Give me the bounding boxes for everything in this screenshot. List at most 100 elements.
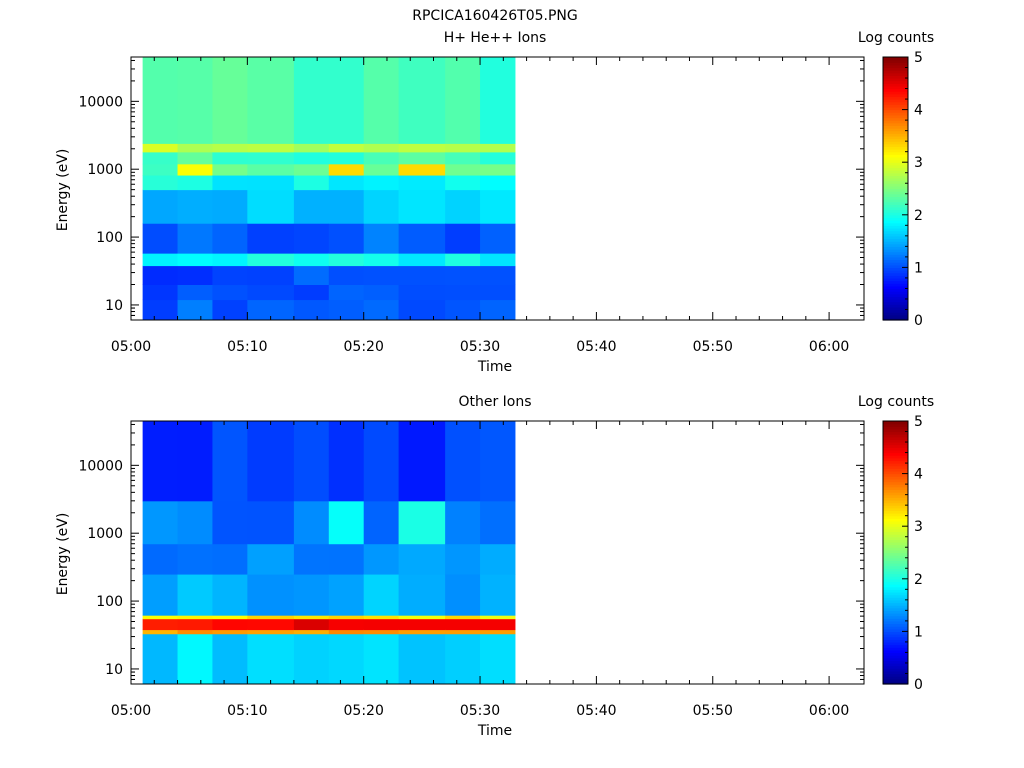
colorbar-segment — [883, 251, 908, 255]
colorbar-segment — [883, 301, 908, 305]
colorbar-segment — [883, 83, 908, 87]
colorbar-segment — [883, 188, 908, 192]
colorbar-segment — [883, 620, 908, 625]
colorbar-segment — [883, 636, 908, 640]
heatmap-cells — [142, 421, 516, 685]
heatmap-cell — [177, 143, 213, 153]
heatmap-cell — [142, 421, 179, 502]
heatmap-cell — [212, 175, 248, 191]
heatmap-cell — [142, 175, 179, 191]
heatmap-cell — [212, 189, 248, 224]
panel-h-he: H+ He++ Ions Log counts Time Energy (eV)… — [55, 30, 934, 375]
colorbar-segment — [883, 164, 908, 169]
heatmap-cell — [398, 543, 446, 575]
heatmap-cell — [142, 543, 179, 575]
colorbar-segment — [883, 547, 908, 551]
heatmap-cell — [363, 175, 400, 191]
colorbar-segment — [883, 141, 908, 145]
colorbar-segment — [883, 172, 908, 176]
colorbar-segment — [883, 128, 908, 132]
panel-title: Other Ions — [458, 394, 531, 410]
colorbar-segment — [883, 431, 908, 435]
colorbar-segment — [883, 191, 908, 195]
heatmap-cell — [363, 574, 400, 616]
heatmap-cell — [328, 163, 365, 176]
heatmap-cell — [247, 265, 295, 286]
heatmap-cell — [398, 618, 446, 631]
heatmap-cell — [247, 284, 295, 301]
colorbar-segment — [883, 64, 908, 69]
colorbar-segment — [883, 209, 908, 213]
colorbar-segment — [883, 275, 908, 279]
heatmap-cell — [445, 163, 481, 176]
x-tick-label: 05:40 — [576, 703, 616, 719]
heatmap-cell — [328, 299, 365, 321]
colorbar-segment — [883, 159, 908, 163]
heatmap-cell — [363, 143, 400, 153]
heatmap-cell — [445, 500, 481, 545]
colorbar-segment — [883, 199, 908, 203]
colorbar-segment — [883, 426, 908, 430]
colorbar-segment — [883, 599, 908, 604]
heatmap-cell — [212, 57, 248, 144]
colorbar-segment — [883, 91, 908, 95]
colorbar-tick-label: 0 — [914, 677, 923, 693]
colorbar-segment — [883, 309, 908, 313]
colorbar-segment — [883, 227, 908, 232]
heatmap-cell — [212, 615, 248, 620]
colorbar-segment — [883, 605, 908, 609]
heatmap-cell — [142, 615, 179, 620]
heatmap-cell — [363, 57, 400, 144]
heatmap-cell — [247, 615, 295, 620]
colorbar-segment — [883, 555, 908, 559]
colorbar-segment — [883, 201, 908, 205]
heatmap-cell — [142, 143, 179, 153]
colorbar-segment — [883, 463, 908, 467]
colorbar-segment — [883, 235, 908, 240]
colorbar-segment — [883, 304, 908, 308]
colorbar-segment — [883, 162, 908, 166]
heatmap-cell — [445, 421, 481, 502]
colorbar-segment — [883, 72, 908, 77]
colorbar-segment — [883, 557, 908, 561]
colorbar-segment — [883, 649, 908, 654]
colorbar-tick-label: 5 — [914, 50, 923, 66]
colorbar-frame — [882, 56, 909, 321]
colorbar-segment — [883, 612, 908, 617]
heatmap-cell — [398, 574, 446, 616]
colorbar-segment — [883, 670, 908, 675]
heatmap-cell — [328, 421, 365, 502]
colorbar-segment — [883, 665, 908, 669]
heatmap-cell — [142, 189, 179, 224]
figure-title: RPCICA160426T05.PNG — [412, 8, 577, 24]
y-tick-label: 10000 — [78, 458, 123, 474]
colorbar-segment — [883, 154, 908, 158]
heatmap-cell — [445, 299, 481, 321]
colorbar-segment — [883, 272, 908, 276]
colorbar-segment — [883, 133, 908, 137]
y-tick-label: 10 — [105, 662, 123, 678]
colorbar-segment — [883, 233, 908, 237]
colorbar-segment — [883, 222, 908, 226]
heatmap-cell — [480, 574, 516, 616]
colorbar-segment — [883, 673, 908, 677]
heatmap-cell — [445, 284, 481, 301]
colorbar-segment — [883, 206, 908, 211]
colorbar-segment — [883, 628, 908, 632]
colorbar-segment — [883, 573, 908, 577]
colorbar-segment — [883, 581, 908, 585]
colorbar-label: Log counts — [858, 30, 934, 46]
colorbar-segment — [883, 452, 908, 456]
heatmap-cell — [480, 265, 516, 286]
x-tick-label: 05:10 — [227, 339, 267, 355]
colorbar-segment — [883, 668, 908, 672]
colorbar-segment — [883, 238, 908, 242]
heatmap-cell — [328, 633, 365, 685]
heatmap-cell — [363, 189, 400, 224]
colorbar-segment — [883, 549, 908, 554]
heatmap-cell — [363, 151, 400, 165]
colorbar-segment — [883, 647, 908, 651]
x-tick-label: 05:20 — [344, 339, 384, 355]
colorbar-segment — [883, 120, 908, 124]
